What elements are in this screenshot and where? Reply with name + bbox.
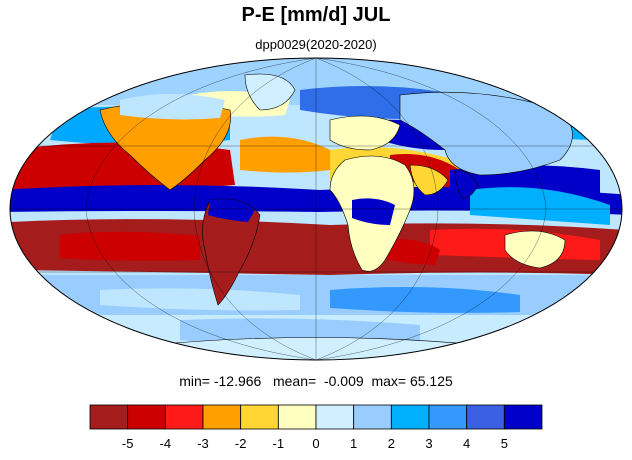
colorbar-tick-label: -4 bbox=[160, 436, 172, 451]
colorbar-box bbox=[390, 404, 430, 430]
map-title: P-E [mm/d] JUL bbox=[241, 4, 391, 26]
field-patch bbox=[60, 231, 200, 261]
colorbar-tick-label: -1 bbox=[273, 436, 285, 451]
field-patch bbox=[470, 187, 610, 225]
continent-south-america-wet bbox=[208, 199, 255, 222]
colorbar-box bbox=[353, 404, 392, 430]
colorbar-box bbox=[466, 404, 505, 430]
colorbar-tick-label: 2 bbox=[388, 436, 395, 451]
continent-north-america-north bbox=[120, 94, 225, 120]
colorbar-tick-label: 4 bbox=[463, 436, 470, 451]
colorbar-box bbox=[164, 404, 204, 430]
colorbar-tick-label: 5 bbox=[501, 436, 508, 451]
continent-africa-wet bbox=[352, 198, 395, 225]
globe-outline bbox=[9, 57, 623, 361]
colorbar-tick-label: -2 bbox=[235, 436, 247, 451]
continent-south-america bbox=[202, 198, 261, 306]
min-value: -12.966 bbox=[213, 373, 262, 389]
colorbar-box bbox=[315, 404, 355, 430]
field-patch bbox=[330, 286, 520, 313]
continent-europe bbox=[329, 115, 401, 151]
min-label: min= bbox=[179, 373, 210, 389]
max-value: 65.125 bbox=[409, 373, 453, 389]
field-patch bbox=[100, 288, 300, 311]
continent-arabia bbox=[409, 164, 449, 196]
colorbar-tick-label: 3 bbox=[425, 436, 432, 451]
continent-australia bbox=[504, 230, 566, 269]
colorbar-box bbox=[428, 404, 468, 430]
continent-india bbox=[454, 169, 479, 199]
colorbar-tick-label: 0 bbox=[312, 436, 319, 451]
colorbar-boxes bbox=[89, 404, 543, 430]
continent-asia bbox=[399, 91, 573, 176]
field-patch bbox=[240, 136, 330, 173]
mean-value: -0.009 bbox=[323, 373, 364, 389]
colorbar-box bbox=[503, 404, 543, 430]
colorbar-box bbox=[277, 404, 317, 430]
colorbar-box bbox=[240, 404, 279, 430]
statistics-line: min= -12.966 mean= -0.009 max= 65.125 bbox=[0, 373, 632, 389]
field-patch bbox=[380, 239, 440, 265]
colorbar-tick-label: 1 bbox=[350, 436, 357, 451]
colorbar-box bbox=[127, 404, 166, 430]
colorbar-box bbox=[202, 404, 242, 430]
map-subtitle: dpp0029(2020-2020) bbox=[255, 37, 377, 52]
colorbar-box bbox=[89, 404, 129, 430]
world-map bbox=[9, 57, 623, 361]
colorbar-tick-label: -5 bbox=[122, 436, 134, 451]
max-label: max= bbox=[371, 373, 407, 389]
colorbar-tick-label: -3 bbox=[197, 436, 209, 451]
mean-label: mean= bbox=[272, 373, 317, 389]
colorbar-tick-labels: -5 -4 -3 -2 -1 0 1 2 3 4 5 bbox=[122, 436, 508, 451]
